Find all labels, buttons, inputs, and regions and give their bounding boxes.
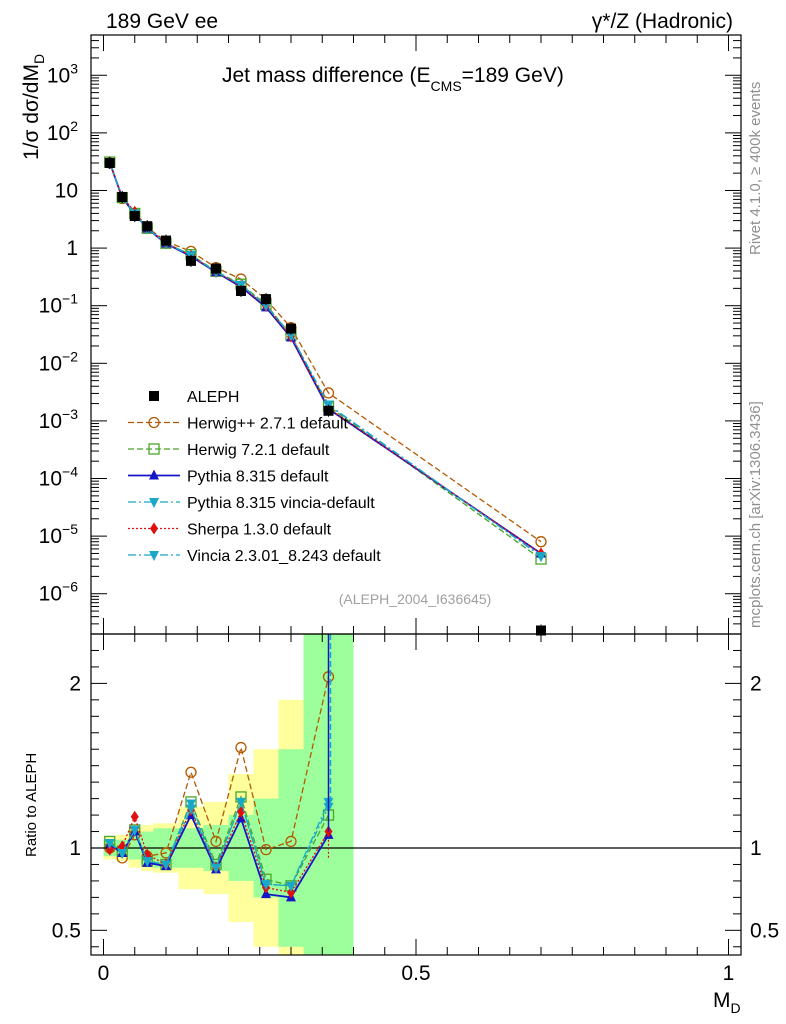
main-y-tick-label: 102 [47, 118, 78, 145]
legend-marker [149, 469, 159, 480]
ratio-series [104, 797, 334, 892]
ratio-point [285, 835, 297, 848]
ratio-y-tick-label-right: 2 [750, 672, 762, 695]
legend-entry: Pythia 8.315 default [128, 469, 329, 486]
ratio-point [185, 766, 197, 778]
legend-marker [150, 522, 158, 535]
legend-entry: Sherpa 1.3.0 default [128, 522, 332, 539]
ratio-point [104, 839, 115, 850]
legend-entry: Pythia 8.315 vincia-default [128, 495, 375, 512]
side-rivet-label: Rivet 4.1.0, ≥ 400k events [747, 82, 764, 255]
legend-label: Herwig++ 2.7.1 default [187, 416, 349, 433]
ratio-point [161, 860, 171, 871]
legend-label: ALEPH [187, 389, 239, 406]
legend-entry: Herwig++ 2.7.1 default [128, 416, 349, 433]
ratio-point [261, 880, 271, 891]
ratio-y-tick-label-left: 2 [69, 672, 81, 695]
y-axis-label-ratio: Ratio to ALEPH [23, 753, 40, 857]
main-y-tick-label: 10−2 [39, 348, 79, 375]
x-tick-label: 0 [98, 962, 110, 985]
main-y-tick-label: 10 [55, 179, 78, 202]
legend-label: Pythia 8.315 vincia-default [187, 495, 375, 512]
y-axis-label-main: 1/σ dσ/dMD [20, 54, 47, 160]
legend-entry-data: ALEPH [149, 389, 239, 406]
legend-marker [149, 391, 159, 401]
ratio-point [186, 804, 196, 815]
ratio-point [130, 810, 139, 823]
legend-label: Sherpa 1.3.0 default [187, 522, 332, 539]
legend-label: Herwig 7.2.1 default [187, 442, 330, 459]
main-y-tick-label: 103 [47, 60, 78, 87]
legend-marker [148, 416, 160, 429]
x-tick-label: 0.5 [401, 962, 430, 985]
ratio-point [235, 741, 247, 754]
main-y-tick-label: 10−3 [39, 406, 79, 433]
ratio-point [142, 857, 153, 868]
main-y-tick-label: 10−4 [39, 464, 79, 491]
ratio-frame [90, 633, 742, 956]
ratio-y-tick-label-right: 1 [750, 837, 762, 860]
chart-title: Jet mass difference (ECMS=189 GeV) [222, 64, 564, 94]
x-axis-label: MD [713, 989, 741, 1016]
legend-entry: Vincia 2.3.01_8.243 default [128, 548, 381, 565]
header-right: γ*/Z (Hadronic) [592, 10, 733, 33]
header-left: 189 GeV ee [106, 10, 218, 33]
legend-entry: Herwig 7.2.1 default [128, 442, 330, 459]
main-frame [90, 34, 742, 635]
main-y-tick-label: 10−1 [39, 291, 79, 318]
ratio-point [105, 843, 114, 856]
main-y-tick-label: 10−6 [39, 579, 79, 606]
chart-watermark: (ALEPH_2004_I636645) [339, 591, 492, 607]
ratio-y-tick-label-left: 0.5 [52, 919, 81, 942]
main-point [322, 387, 335, 399]
legend-label: Pythia 8.315 default [187, 469, 329, 486]
ratio-point [117, 848, 128, 859]
ratio-y-tick-label-left: 1 [69, 837, 81, 860]
main-point [535, 536, 547, 548]
ratio-point [287, 886, 295, 899]
x-tick-label: 1 [723, 962, 735, 985]
ratio-panel: 0.5 0.5 1 1 2 2 0 0.5 1 [52, 35, 779, 985]
ratio-point [129, 825, 140, 836]
data-series [104, 156, 546, 637]
legend-marker [149, 498, 159, 508]
legend-label: Vincia 2.3.01_8.243 default [187, 548, 381, 565]
main-series [104, 157, 547, 548]
main-y-tick-label: 1 [66, 237, 78, 260]
ratio-point [210, 835, 222, 848]
ratio-point [260, 843, 272, 856]
ratio-y-tick-label-right: 0.5 [750, 919, 779, 942]
ratio-point [211, 863, 221, 874]
legend: ALEPH Herwig++ 2.7.1 default Herwig 7.2.1 … [128, 389, 381, 565]
main-point [286, 331, 296, 342]
ratio-series-line [109, 676, 330, 859]
ratio-point [236, 797, 246, 808]
legend-marker [149, 551, 159, 561]
side-mcplots-label: mcplots.cern.ch [arXiv:1306.3436] [747, 401, 764, 628]
main-y-tick-label: 10−5 [39, 521, 79, 548]
legend-marker [148, 443, 160, 455]
ratio-point [286, 881, 296, 892]
main-point [536, 552, 546, 563]
